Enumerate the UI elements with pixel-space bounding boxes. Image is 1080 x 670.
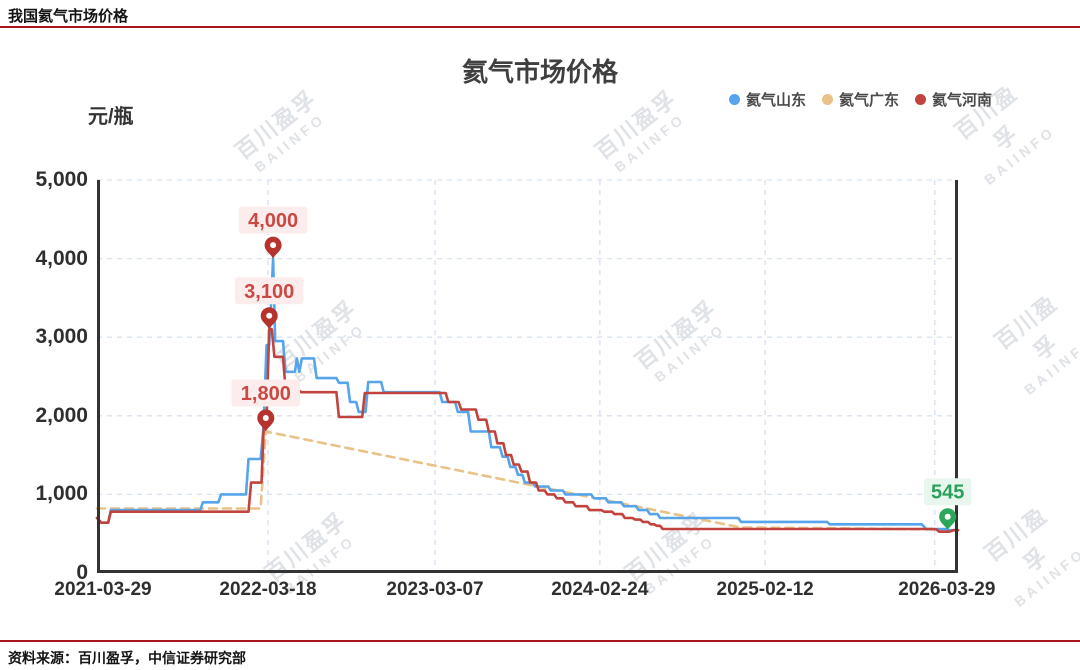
y-tick-label: 1,000: [35, 482, 88, 506]
x-tick-label: 2021-03-29: [54, 579, 152, 600]
annotation-label-text: 1,800: [241, 383, 291, 405]
source-note: 资料来源：百川盈孚，中信证券研究部: [8, 650, 246, 666]
x-tick-label: 2022-03-18: [219, 579, 317, 600]
pin-center-dot: [266, 312, 273, 319]
watermark-text-cn: 百川盈孚: [990, 290, 1064, 365]
footer-rule: [0, 640, 1080, 642]
y-tick-label: 4,000: [35, 246, 88, 270]
annotation-545: 545: [923, 478, 972, 531]
annotation-label-box: [234, 277, 304, 305]
header-rule: [0, 26, 1080, 28]
document-title: 我国氦气市场价格: [8, 8, 129, 25]
legend-item-guangdong[interactable]: 氦气广东: [821, 89, 899, 110]
annotation-label-text: 3,100: [244, 281, 294, 303]
legend-item-shandong[interactable]: 氦气山东: [728, 89, 806, 110]
annotation-4,000: 4,000: [238, 206, 308, 259]
watermark: 百川盈孚 BAIINFO: [587, 82, 692, 179]
legend-dot-shandong-icon: [728, 94, 740, 105]
x-tick-label: 2024-02-24: [551, 579, 649, 600]
x-tick-label: 2023-03-07: [386, 579, 484, 600]
y-axis-unit-label: 元/瓶: [88, 106, 134, 128]
watermark-text-en: BAIINFO: [981, 122, 1059, 188]
y-tick-label: 5,000: [35, 168, 88, 191]
watermark-text-en: BAIINFO: [1011, 544, 1080, 610]
watermark-text-cn: 百川盈孚: [230, 85, 322, 165]
chart-canvas: 4,000 3,100 1,800 545: [95, 179, 972, 573]
x-tick-label: 2026-03-29: [898, 579, 996, 600]
watermark-text-cn: 百川盈孚: [590, 85, 682, 165]
watermark-text-en: BAIINFO: [611, 109, 689, 176]
annotation-label-box: [923, 478, 972, 506]
watermark-text-en: BAIINFO: [1021, 332, 1080, 398]
pin-center-dot: [944, 513, 951, 520]
annotation-3,100: 3,100: [234, 277, 304, 330]
price-chart-plot: 4,000 3,100 1,800 545: [95, 179, 972, 573]
legend: 氦气山东 氦气广东 氦气河南: [728, 89, 992, 110]
series-line-shandong: [95, 257, 960, 532]
pin-center-dot: [262, 415, 269, 421]
watermark: 百川盈孚 BAIINFO: [982, 282, 1080, 398]
series-line-guangdong: [95, 430, 960, 532]
chart-title: 氦气市场价格: [461, 57, 618, 87]
legend-dot-guangdong-icon: [821, 94, 833, 105]
annotation-1,800: 1,800: [231, 379, 301, 432]
y-tick-label: 2,000: [35, 403, 88, 427]
annotation-label-box: [238, 206, 308, 234]
legend-item-henan[interactable]: 氦气河南: [914, 89, 992, 110]
y-tick-label: 0: [76, 561, 88, 584]
annotation-label-text: 545: [931, 482, 964, 504]
annotation-label-box: [231, 379, 301, 407]
legend-label-henan: 氦气河南: [931, 92, 992, 109]
pin-center-dot: [270, 242, 277, 249]
legend-label-shandong: 氦气山东: [745, 92, 806, 109]
legend-dot-henan-icon: [914, 94, 926, 105]
x-tick-label: 2025-02-12: [716, 579, 814, 600]
annotation-label-text: 4,000: [248, 210, 298, 232]
y-tick-label: 3,000: [35, 325, 88, 349]
watermark-text-en: BAIINFO: [251, 109, 329, 176]
series-line-henan: [95, 328, 960, 534]
watermark: 百川盈孚 BAIINFO: [227, 82, 332, 179]
legend-label-guangdong: 氦气广东: [838, 92, 899, 109]
